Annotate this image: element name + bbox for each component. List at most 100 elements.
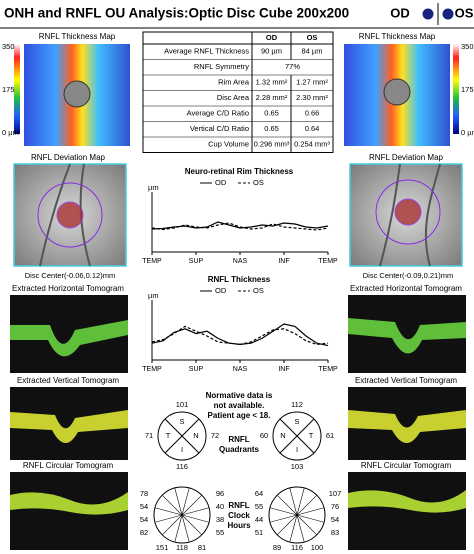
table-cell: Disc Area: [217, 93, 250, 102]
retina-band: [348, 318, 466, 354]
quadrant-label: RNFL: [228, 435, 249, 444]
retina-band: [348, 490, 466, 513]
x-label: INF: [278, 366, 289, 373]
quadrant-value: 72: [211, 431, 219, 440]
clock-divider: [181, 507, 210, 516]
x-label: NAS: [233, 258, 248, 265]
scale-label: 350: [2, 42, 15, 51]
x-label: TEMP: [142, 366, 162, 373]
clock-divider: [269, 507, 298, 516]
quadrant-letter: T: [309, 431, 314, 440]
x-label: INF: [278, 258, 289, 265]
clock-value: 44: [255, 515, 263, 524]
clock-value: 118: [176, 543, 188, 552]
clock-divider: [181, 514, 190, 543]
table-header: OS: [307, 33, 318, 42]
clock-divider: [161, 494, 183, 516]
clock-divider: [154, 507, 183, 516]
quadrant-letter: N: [193, 431, 198, 440]
series-line: [151, 323, 329, 347]
title: ONH and RNFL OU Analysis:Optic Disc Cube…: [4, 6, 349, 21]
quadrant-value: 116: [176, 462, 188, 471]
tomogram-label: Extracted Horizontal Tomogram: [350, 284, 462, 293]
table-cell: 0.65: [264, 124, 279, 133]
y-unit: µm: [148, 183, 159, 192]
table-cell: 77%: [285, 62, 300, 71]
tomogram-label: Extracted Vertical Tomogram: [17, 376, 119, 385]
clock-value: 54: [331, 515, 339, 524]
chart-title: Neuro-retinal Rim Thickness: [185, 167, 294, 176]
legend-label: OS: [253, 178, 264, 187]
clock-value: 82: [140, 528, 148, 537]
color-bar: [14, 44, 20, 134]
retina-band: [10, 492, 128, 515]
table-cell: 1.27 mm²: [296, 78, 328, 87]
od-label: OD: [390, 5, 410, 20]
table-cell: 0.296 mm³: [254, 140, 290, 149]
clock-value: 107: [329, 489, 342, 498]
quadrant-letter: S: [179, 417, 184, 426]
x-label: TEMP: [318, 366, 338, 373]
scale-label: 175: [461, 85, 474, 94]
quadrant-value: 61: [326, 431, 334, 440]
table-cell: RNFL Symmetry: [194, 62, 249, 71]
od-icon: [422, 8, 434, 20]
legend-label: OD: [215, 178, 227, 187]
clock-label: Clock: [228, 511, 250, 520]
disc-center: Disc Center(-0.09,0.21)mm: [363, 271, 453, 280]
clock-divider: [296, 494, 318, 516]
scale-label: 0 µm: [461, 128, 474, 137]
clock-value: 54: [140, 502, 148, 511]
clock-value: 89: [273, 543, 281, 552]
disc-center: Disc Center(-0.06,0.12)mm: [25, 271, 115, 280]
series-line: [151, 221, 329, 230]
clock-divider: [289, 514, 298, 543]
quadrant-divider: [164, 418, 200, 454]
scan-circle: [375, 179, 441, 245]
quadrant-value: 60: [260, 431, 268, 440]
vessels: [379, 163, 441, 267]
note: Normative data is: [206, 391, 273, 400]
clock-divider: [289, 487, 298, 516]
note: not available.: [214, 401, 265, 410]
quadrant-value: 101: [176, 400, 189, 409]
clock-divider: [154, 514, 183, 523]
clock-value: 76: [331, 502, 339, 511]
table-cell: 90 µm: [261, 47, 282, 56]
table-cell: Cup Volume: [208, 140, 249, 149]
table-cell: 0.65: [264, 109, 279, 118]
retina-band: [10, 320, 128, 357]
clock-value: 54: [140, 515, 148, 524]
map-label: RNFL Thickness Map: [39, 32, 116, 41]
clock-divider: [296, 514, 305, 543]
table-cell: Rim Area: [218, 78, 250, 87]
tomogram-label: Extracted Horizontal Tomogram: [12, 284, 124, 293]
scan-circle: [37, 182, 103, 248]
note: Patient age < 18.: [208, 411, 271, 420]
clock-value: 151: [156, 543, 169, 552]
clock-divider: [181, 514, 210, 523]
table-cell: 2.30 mm²: [296, 93, 328, 102]
clock-value: 81: [198, 543, 206, 552]
quadrant-value: 71: [145, 431, 153, 440]
clock-value: 38: [216, 515, 224, 524]
disc-outline: [394, 198, 422, 226]
retina-band: [348, 410, 466, 444]
clock-value: 78: [140, 489, 148, 498]
clock-divider: [181, 494, 203, 516]
y-unit: µm: [148, 291, 159, 300]
quadrant-letter: I: [181, 445, 183, 454]
tomogram-label: Extracted Vertical Tomogram: [355, 376, 457, 385]
clock-value: 51: [255, 528, 263, 537]
table-header: OD: [266, 33, 278, 42]
quadrant-letter: N: [280, 431, 285, 440]
clock-divider: [276, 514, 298, 536]
clock-value: 40: [216, 502, 224, 511]
quadrant-letter: I: [296, 445, 298, 454]
legend-label: OD: [215, 286, 227, 295]
scale-label: 350: [461, 42, 474, 51]
table-cell: 0.254 mm³: [294, 140, 330, 149]
clock-label: Hours: [227, 521, 251, 530]
legend-label: OS: [253, 286, 264, 295]
